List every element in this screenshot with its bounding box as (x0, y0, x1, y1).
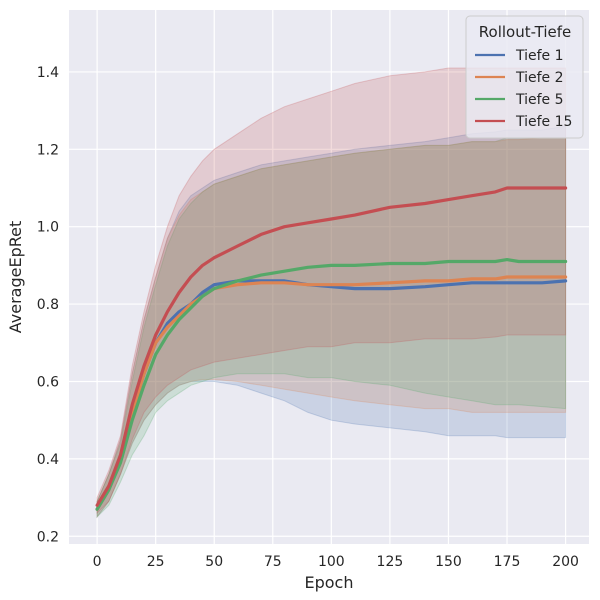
legend-items: Tiefe 1 Tiefe 2 Tiefe 5 Tiefe 15 (475, 48, 572, 130)
series-lines (95, 186, 568, 511)
band-tiefe-1 (96, 125, 567, 519)
y-tick-label: 0.8 (37, 297, 59, 313)
x-tick-label: 200 (552, 554, 579, 570)
y-tick-label: 0.6 (37, 374, 59, 390)
x-tick-label: 50 (205, 554, 223, 570)
band-tiefe-2 (96, 137, 567, 519)
line-tiefe-5 (95, 258, 568, 511)
confidence-bands (96, 67, 567, 519)
band-tiefe-15 (96, 67, 567, 515)
y-tick-label: 0.4 (37, 452, 59, 468)
y-tick-labels: 0.2 0.4 0.6 0.8 1.0 1.2 1.4 (37, 65, 59, 545)
y-axis-label: AverageEpRet (6, 221, 25, 333)
x-tick-label: 150 (435, 554, 462, 570)
legend-title: Rollout-Tiefe (479, 23, 571, 41)
x-tick-label: 25 (147, 554, 165, 570)
y-tick-label: 1.0 (37, 220, 59, 236)
x-tick-label: 75 (264, 554, 282, 570)
x-tick-labels: 0 25 50 75 100 125 150 175 200 (93, 554, 579, 570)
y-tick-label: 1.4 (37, 65, 59, 81)
legend-entry: Tiefe 5 (515, 92, 564, 108)
y-tick-label: 1.2 (37, 142, 59, 158)
line-tiefe-2 (95, 275, 568, 511)
legend-entry: Tiefe 15 (515, 114, 572, 130)
y-tick-label: 0.2 (37, 529, 59, 545)
legend-entry: Tiefe 1 (515, 48, 564, 64)
band-tiefe-5 (96, 137, 567, 519)
x-tick-label: 0 (93, 554, 102, 570)
legend-box (465, 15, 584, 139)
x-tick-label: 175 (494, 554, 521, 570)
line-tiefe-15 (95, 186, 568, 507)
x-tick-label: 100 (318, 554, 345, 570)
legend-entry: Tiefe 2 (515, 70, 564, 86)
x-tick-label: 125 (377, 554, 404, 570)
x-axis-label: Epoch (305, 573, 354, 592)
